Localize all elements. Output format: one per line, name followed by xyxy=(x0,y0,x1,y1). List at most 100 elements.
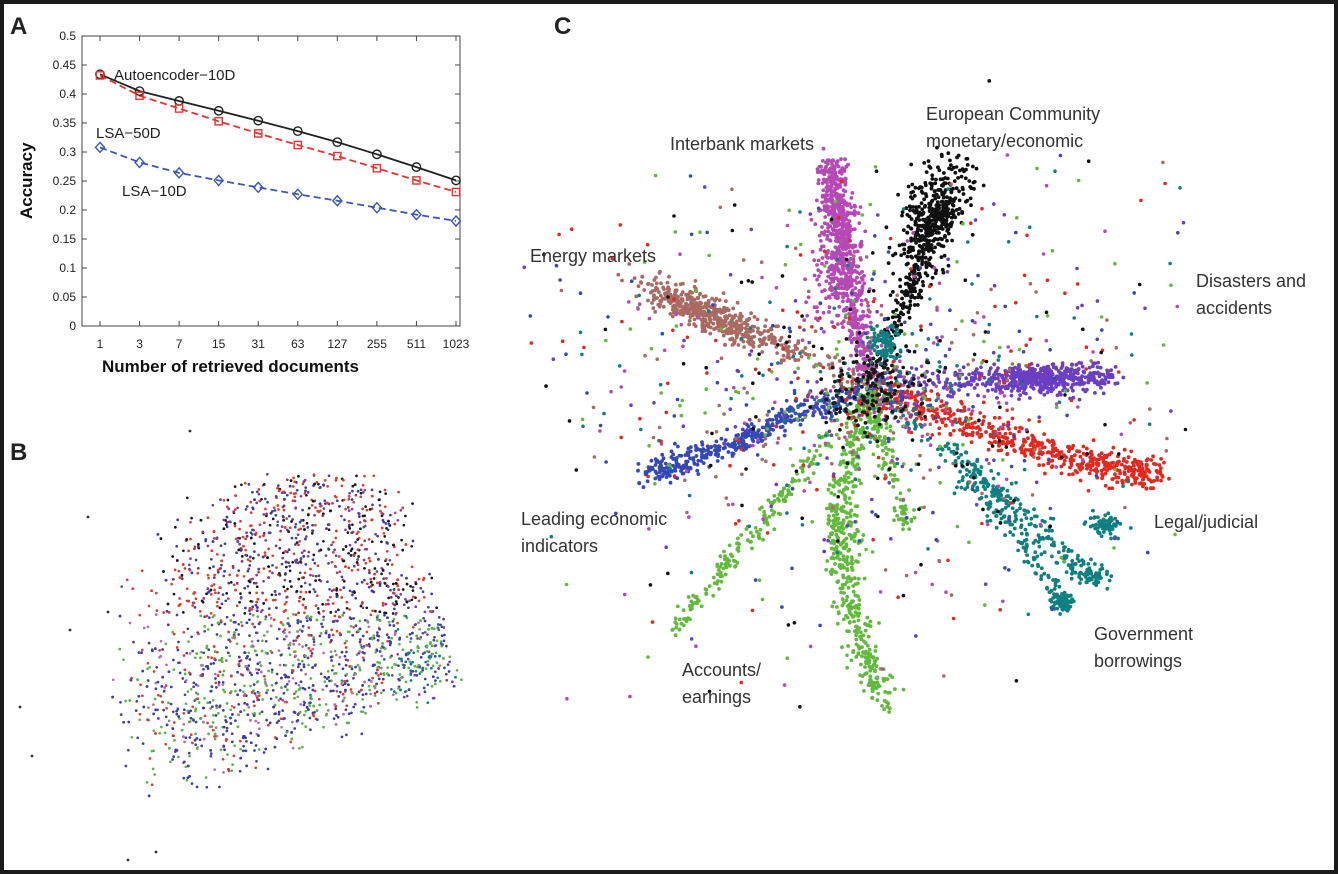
point-disasters xyxy=(1091,371,1096,375)
scatter-point xyxy=(256,597,260,601)
scatter-point xyxy=(386,585,390,588)
scatter-point xyxy=(414,623,417,626)
point-european xyxy=(906,249,911,254)
scatter-point xyxy=(374,532,377,536)
scatter-point xyxy=(138,613,142,617)
scatter-point xyxy=(367,538,371,541)
scatter-point xyxy=(214,714,218,717)
scatter-point xyxy=(410,544,414,548)
point-european xyxy=(900,242,905,247)
scatter-point xyxy=(253,749,256,752)
scatter-point xyxy=(255,759,258,763)
scatter-point xyxy=(285,730,289,734)
point-european xyxy=(929,243,934,247)
point-disasters xyxy=(972,386,977,390)
scatter-point xyxy=(334,529,338,533)
scatter-point xyxy=(279,621,283,624)
point-european xyxy=(927,220,932,225)
scatter-point xyxy=(351,593,354,597)
scatter-point xyxy=(284,675,288,679)
scatter-point xyxy=(369,692,372,696)
point-disasters xyxy=(1070,363,1074,367)
scatter-point xyxy=(234,689,237,693)
scatter-point xyxy=(124,699,128,703)
point-interbank xyxy=(824,185,829,190)
scatter-point xyxy=(372,577,376,580)
scatter-point xyxy=(345,606,349,610)
scatter-point xyxy=(234,494,237,497)
point-interbank xyxy=(861,326,866,331)
point-energy xyxy=(735,300,740,305)
scatter-point xyxy=(258,523,262,527)
scatter-point xyxy=(404,614,408,618)
scatter-point xyxy=(400,538,403,542)
scatter-point xyxy=(331,620,335,623)
point-energy xyxy=(651,306,656,310)
point-disasters xyxy=(967,372,971,377)
point-interbank xyxy=(863,229,868,234)
scatter-point xyxy=(337,608,340,612)
point-energy xyxy=(659,281,663,286)
point-interbank xyxy=(825,234,830,238)
scatter-point xyxy=(344,708,348,712)
panel-label-b: B xyxy=(10,439,27,466)
scatter-point xyxy=(435,606,439,610)
scatter-point xyxy=(361,697,364,701)
scatter-point xyxy=(394,582,398,585)
scatter-point xyxy=(371,676,374,680)
scatter-point xyxy=(293,650,297,653)
scatter-point xyxy=(285,635,288,638)
point-energy xyxy=(636,284,641,289)
point-interbank xyxy=(857,221,862,226)
data-point-autoencoder xyxy=(134,86,145,97)
scatter-point xyxy=(313,482,316,486)
scatter-point xyxy=(319,504,322,508)
scatter-point xyxy=(233,522,237,525)
scatter-point xyxy=(164,578,168,582)
point-energy xyxy=(743,326,748,331)
scatter-point xyxy=(291,746,295,750)
scatter-point xyxy=(418,627,421,631)
scatter-point xyxy=(319,509,322,513)
point-european xyxy=(940,199,945,204)
scatter-point xyxy=(326,485,329,488)
point-energy xyxy=(714,296,719,301)
x-tick-label: 15 xyxy=(212,337,226,351)
point-interbank xyxy=(826,161,830,166)
scatter-point xyxy=(321,602,325,606)
point-energy xyxy=(722,321,726,325)
scatter-point xyxy=(308,701,312,705)
scatter-point xyxy=(363,547,367,551)
scatter-point xyxy=(423,677,427,681)
data-point-lsa50 xyxy=(333,151,342,161)
scatter-point xyxy=(209,557,213,561)
scatter-point xyxy=(401,588,405,591)
scatter-point xyxy=(252,581,256,585)
scatter-point xyxy=(436,626,440,630)
point-european xyxy=(952,179,957,184)
point-interbank xyxy=(804,300,808,305)
scatter-point xyxy=(147,604,151,608)
scatter-point xyxy=(323,499,327,503)
scatter-point xyxy=(300,659,304,663)
scatter-point xyxy=(359,643,363,647)
scatter-point xyxy=(419,619,422,622)
y-tick-label: 0.25 xyxy=(53,174,77,188)
scatter-point xyxy=(409,640,412,644)
scatter-point xyxy=(331,633,335,637)
point-european xyxy=(950,197,954,202)
scatter-point xyxy=(285,600,288,604)
scatter-point xyxy=(189,687,193,691)
scatter-point xyxy=(212,529,216,533)
scatter-point xyxy=(216,604,219,608)
scatter-point xyxy=(343,654,347,658)
scatter-point xyxy=(287,514,291,518)
scatter-point xyxy=(394,611,398,615)
scatter-point xyxy=(268,531,272,535)
scatter-point xyxy=(291,664,295,667)
scatter-point xyxy=(190,571,194,575)
scatter-point xyxy=(426,683,430,687)
point-european xyxy=(901,312,905,317)
point-interbank xyxy=(859,302,864,307)
x-tick-label: 255 xyxy=(367,337,387,351)
